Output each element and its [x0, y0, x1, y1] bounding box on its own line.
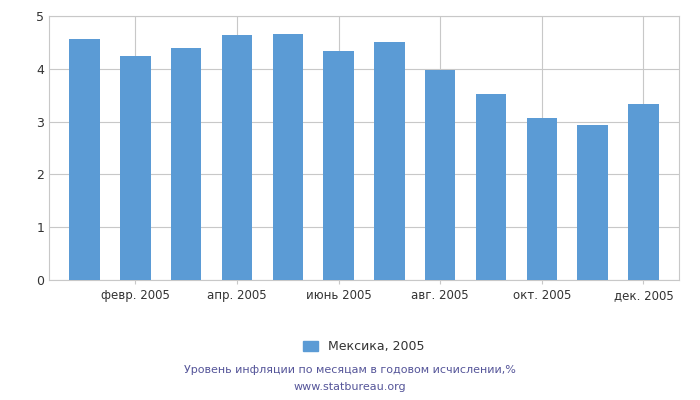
Bar: [272, 34, 303, 280]
Bar: [425, 70, 456, 280]
Bar: [171, 48, 202, 280]
Bar: [628, 104, 659, 280]
Legend: Мексика, 2005: Мексика, 2005: [298, 335, 430, 358]
Text: www.statbureau.org: www.statbureau.org: [294, 382, 406, 392]
Text: Уровень инфляции по месяцам в годовом исчислении,%: Уровень инфляции по месяцам в годовом ис…: [184, 365, 516, 375]
Bar: [476, 94, 506, 280]
Bar: [323, 51, 354, 280]
Bar: [578, 125, 608, 280]
Bar: [222, 35, 252, 280]
Bar: [374, 42, 405, 280]
Bar: [526, 118, 557, 280]
Bar: [120, 56, 150, 280]
Bar: [69, 39, 100, 280]
